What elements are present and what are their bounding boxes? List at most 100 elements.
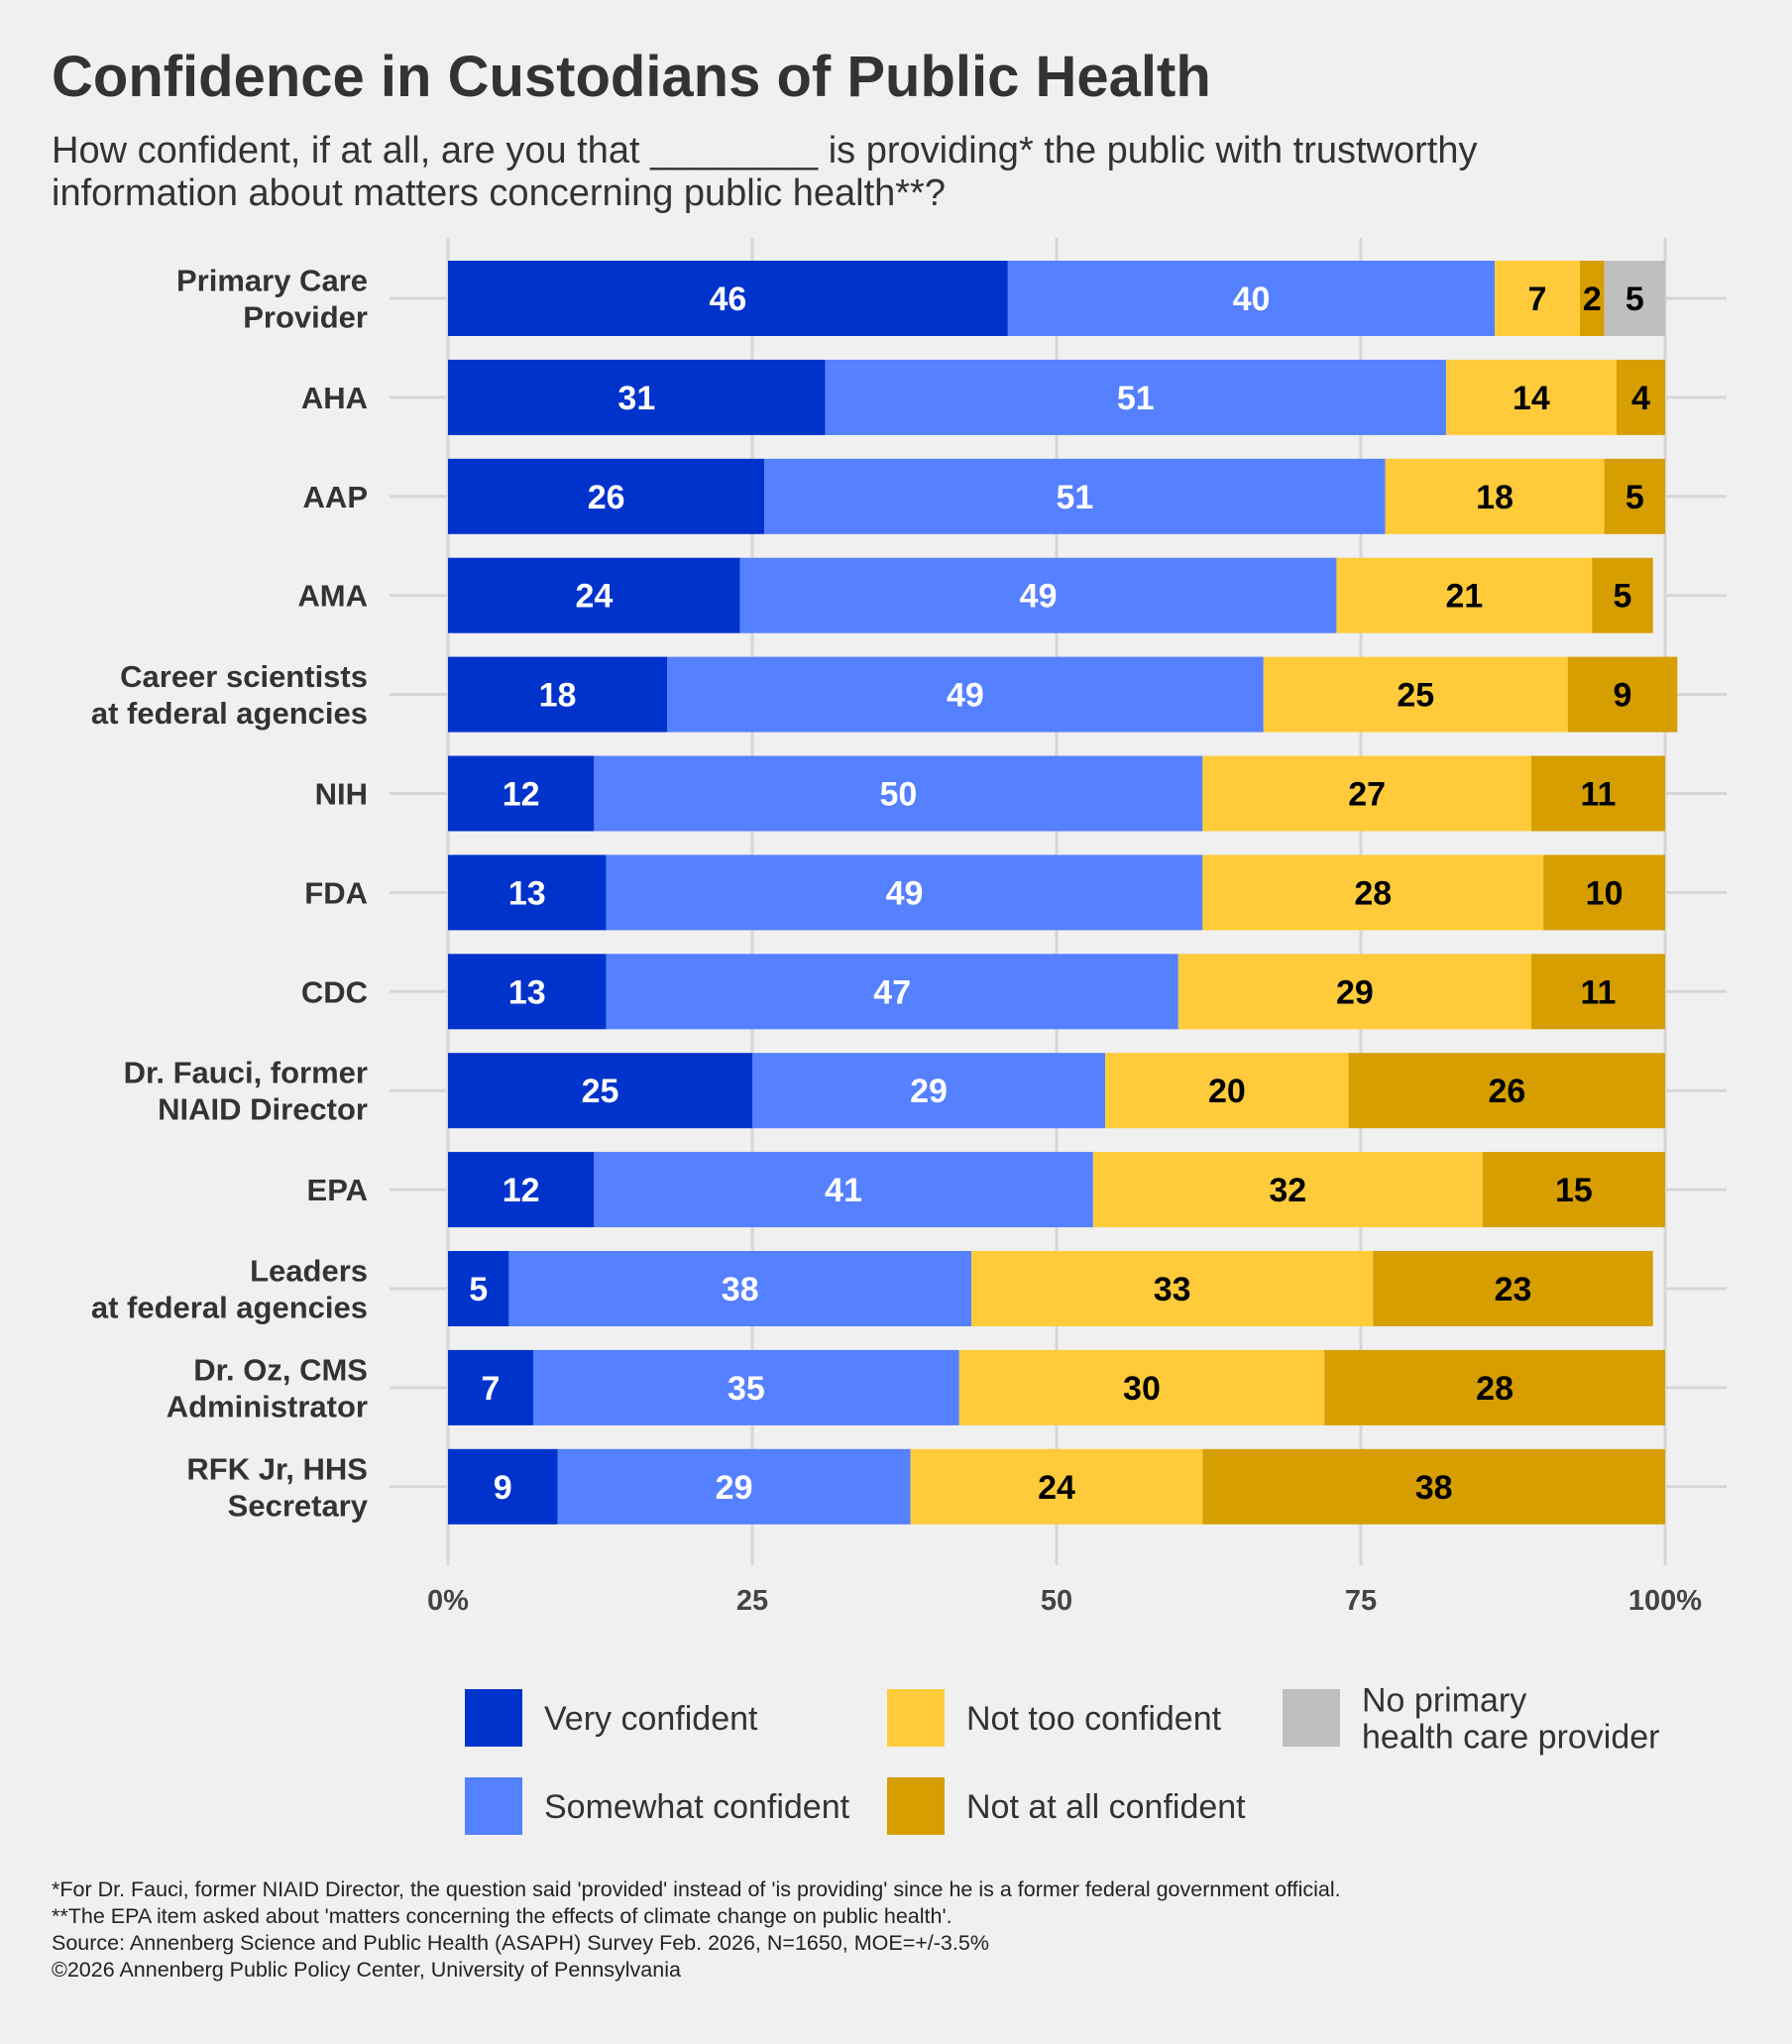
data-label: 21 [1445,578,1483,616]
data-label: 35 [728,1370,765,1408]
bar-somewhat-confident [594,755,1203,832]
data-label: 32 [1269,1172,1306,1209]
source-note: Source: Annenberg Science and Public Hea… [52,1931,989,1955]
data-label: 49 [947,677,984,715]
bar-not-at-all-confident [1567,656,1678,733]
bar-not-at-all-confident [1580,261,1605,336]
data-label: 30 [1123,1370,1161,1408]
legend-label: Very confident [544,1700,758,1738]
data-label: 26 [588,479,625,516]
bar-not-at-all-confident [1592,557,1653,633]
data-label: 9 [494,1469,512,1507]
data-label: 12 [503,776,540,814]
bar-not-too-confident [1202,755,1531,832]
legend-item: Not at all confident [887,1777,1246,1835]
bar-very-confident [448,1053,752,1129]
bar-not-too-confident [1105,1053,1349,1129]
bar-very-confident [448,656,668,733]
footnote-1: *For Dr. Fauci, former NIAID Director, t… [52,1877,1341,1901]
legend-item: Not too confident [887,1689,1222,1747]
bar-very-confident [448,1251,509,1326]
bar-somewhat-confident [739,557,1337,633]
chart-title: Confidence in Custodians of Public Healt… [52,45,1211,109]
bar-not-at-all-confident [1373,1251,1653,1326]
x-tick-label: 0% [427,1585,469,1617]
bar-not-too-confident [958,1349,1325,1425]
bar-somewhat-confident [752,1053,1106,1129]
data-label: 49 [886,874,924,912]
bar-no-primary-health-care-provider [1604,261,1665,336]
bar-not-too-confident [910,1448,1203,1525]
data-label: 12 [503,1172,540,1209]
legend-label: Not at all confident [966,1788,1246,1826]
bar-not-too-confident [971,1251,1374,1326]
legend-swatch [1283,1689,1340,1747]
data-label: 5 [469,1271,488,1308]
category-labels: Primary Care Provider AHA AAP AMA Career scie… [91,264,369,1524]
data-label: 25 [582,1073,619,1110]
bar-not-at-all-confident [1530,954,1665,1030]
bar-somewhat-confident [508,1251,972,1326]
legend-swatch [465,1777,522,1835]
category-label: AAP [303,480,368,514]
bar-not-too-confident [1495,261,1581,336]
legend-label: Somewhat confident [544,1788,850,1826]
data-label: 7 [1528,281,1547,318]
bar-very-confident [448,854,607,931]
bar-not-at-all-confident [1530,755,1665,832]
category-label: CDC [301,974,368,1009]
data-label: 29 [1336,973,1374,1011]
bar-not-at-all-confident [1348,1053,1665,1129]
bar-somewhat-confident [764,458,1386,534]
data-label: 27 [1348,776,1386,814]
data-label: 28 [1354,874,1392,912]
data-label: 49 [1020,578,1058,616]
data-label: 50 [879,776,917,814]
category-label: Career scientists at federal agencies [91,659,368,731]
category-label: NIH [315,777,368,812]
legend-label: Not too confident [966,1700,1222,1738]
data-label: 26 [1488,1073,1525,1110]
data-label: 31 [617,380,655,417]
bar-not-too-confident [1177,954,1531,1030]
x-tick-label: 100% [1628,1585,1702,1617]
data-label: 14 [1512,380,1550,417]
bar-very-confident [448,755,595,832]
legend-swatch [887,1777,945,1835]
bar-very-confident [448,1448,558,1525]
bar-not-too-confident [1263,656,1568,733]
bar-not-too-confident [1202,854,1544,931]
category-label: Leaders at federal agencies [91,1254,368,1325]
legend: Very confident Somewhat confident Not too … [465,1682,1660,1835]
chart-subtitle-line-2: information about matters concerning pub… [52,172,946,214]
bar-not-at-all-confident [1202,1448,1665,1525]
data-label: 46 [710,281,747,318]
data-label: 5 [1625,479,1644,516]
data-label: 13 [508,973,546,1011]
x-tick-label: 25 [736,1585,768,1617]
bar-somewhat-confident [667,656,1264,733]
data-label: 51 [1117,380,1155,417]
bar-very-confident [448,1349,533,1425]
data-label: 38 [1415,1469,1453,1507]
data-label: 18 [539,677,577,715]
legend-item: Somewhat confident [465,1777,850,1835]
data-label: 38 [722,1271,759,1308]
bar-somewhat-confident [606,854,1203,931]
bar-very-confident [448,954,607,1030]
bar-not-too-confident [1092,1152,1483,1228]
copyright-note: ©2026 Annenberg Public Policy Center, Un… [52,1958,681,1982]
bar-not-at-all-confident [1604,458,1665,534]
footnote-2: **The EPA item asked about 'matters conc… [52,1904,952,1928]
data-label: 5 [1614,578,1632,616]
data-label: 7 [482,1370,501,1408]
bar-very-confident [448,1152,595,1228]
data-label: 28 [1476,1370,1513,1408]
data-label: 24 [575,578,613,616]
category-label: AMA [297,579,368,614]
category-label: Dr. Fauci, former NIAID Director [124,1056,368,1127]
data-label: 18 [1476,479,1513,516]
data-label: 13 [508,874,546,912]
x-tick-label: 75 [1345,1585,1377,1617]
